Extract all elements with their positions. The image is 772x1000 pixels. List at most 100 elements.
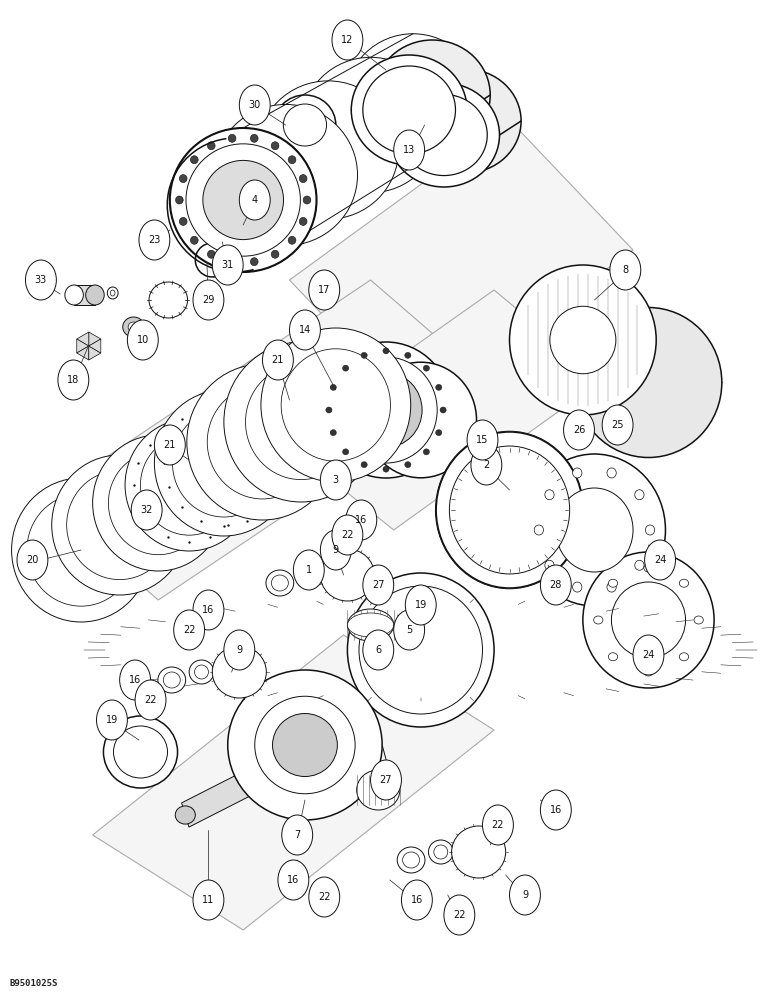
Ellipse shape <box>271 575 289 591</box>
Ellipse shape <box>374 40 490 150</box>
Circle shape <box>282 815 313 855</box>
Circle shape <box>394 130 425 170</box>
Ellipse shape <box>179 175 187 183</box>
Text: 5: 5 <box>406 625 412 635</box>
Circle shape <box>394 610 425 650</box>
Ellipse shape <box>203 160 283 240</box>
Ellipse shape <box>300 217 307 225</box>
Circle shape <box>309 270 340 310</box>
Circle shape <box>127 320 158 360</box>
Circle shape <box>293 550 324 590</box>
Circle shape <box>444 895 475 935</box>
Ellipse shape <box>141 435 238 535</box>
Ellipse shape <box>66 470 173 580</box>
Text: 16: 16 <box>287 875 300 885</box>
Circle shape <box>540 565 571 605</box>
Ellipse shape <box>383 466 389 472</box>
Ellipse shape <box>635 560 644 570</box>
Ellipse shape <box>229 134 236 142</box>
Text: 4: 4 <box>252 195 258 205</box>
Ellipse shape <box>27 494 135 606</box>
Circle shape <box>58 360 89 400</box>
Ellipse shape <box>103 716 178 788</box>
Ellipse shape <box>410 69 521 173</box>
Ellipse shape <box>149 282 188 318</box>
Ellipse shape <box>266 570 293 596</box>
Ellipse shape <box>274 95 336 155</box>
Ellipse shape <box>397 847 425 873</box>
Circle shape <box>224 630 255 670</box>
Ellipse shape <box>281 349 391 461</box>
Circle shape <box>332 20 363 60</box>
Circle shape <box>212 245 243 285</box>
Text: 22: 22 <box>183 625 195 635</box>
Circle shape <box>239 180 270 220</box>
Ellipse shape <box>276 334 394 456</box>
Polygon shape <box>181 746 301 827</box>
Ellipse shape <box>170 128 317 272</box>
Ellipse shape <box>359 586 482 714</box>
Circle shape <box>320 460 351 500</box>
Ellipse shape <box>594 616 603 624</box>
Ellipse shape <box>195 665 208 679</box>
Ellipse shape <box>214 104 357 246</box>
Ellipse shape <box>107 287 118 299</box>
Ellipse shape <box>123 317 144 337</box>
Ellipse shape <box>534 525 543 535</box>
Ellipse shape <box>164 672 180 688</box>
Ellipse shape <box>361 352 367 358</box>
Ellipse shape <box>679 579 689 587</box>
Text: 20: 20 <box>26 555 39 565</box>
Circle shape <box>174 610 205 650</box>
Ellipse shape <box>212 646 266 698</box>
Circle shape <box>120 660 151 700</box>
Ellipse shape <box>583 552 714 688</box>
Circle shape <box>467 420 498 460</box>
Text: 24: 24 <box>642 650 655 660</box>
Ellipse shape <box>128 322 139 332</box>
Ellipse shape <box>303 568 317 582</box>
Ellipse shape <box>346 34 480 166</box>
Ellipse shape <box>556 488 633 572</box>
Text: 25: 25 <box>611 420 624 430</box>
Text: 16: 16 <box>550 805 562 815</box>
Ellipse shape <box>250 134 258 142</box>
Text: 9: 9 <box>333 545 339 555</box>
Polygon shape <box>290 120 633 410</box>
Ellipse shape <box>607 468 616 478</box>
Ellipse shape <box>611 582 686 658</box>
Ellipse shape <box>158 667 185 693</box>
Polygon shape <box>348 436 362 454</box>
Circle shape <box>193 590 224 630</box>
Text: 17: 17 <box>318 285 330 295</box>
Circle shape <box>320 530 351 570</box>
Ellipse shape <box>608 653 618 661</box>
Circle shape <box>135 680 166 720</box>
Ellipse shape <box>288 236 296 244</box>
Ellipse shape <box>388 83 499 187</box>
Ellipse shape <box>343 365 349 371</box>
Polygon shape <box>422 401 435 409</box>
Text: 28: 28 <box>550 580 562 590</box>
Circle shape <box>25 260 56 300</box>
Ellipse shape <box>545 490 554 500</box>
Ellipse shape <box>347 609 394 641</box>
Ellipse shape <box>644 668 653 676</box>
Ellipse shape <box>428 840 453 864</box>
Text: 16: 16 <box>129 675 141 685</box>
Text: 23: 23 <box>148 235 161 245</box>
Ellipse shape <box>216 236 229 248</box>
Ellipse shape <box>607 582 616 592</box>
Text: 16: 16 <box>355 515 367 525</box>
Text: 3: 3 <box>333 475 339 485</box>
Circle shape <box>510 875 540 915</box>
Circle shape <box>193 880 224 920</box>
Circle shape <box>482 805 513 845</box>
Circle shape <box>309 877 340 917</box>
Ellipse shape <box>573 582 582 592</box>
Text: 33: 33 <box>35 275 47 285</box>
Polygon shape <box>42 280 486 600</box>
Ellipse shape <box>208 250 215 258</box>
Ellipse shape <box>250 258 258 266</box>
Ellipse shape <box>401 94 487 176</box>
